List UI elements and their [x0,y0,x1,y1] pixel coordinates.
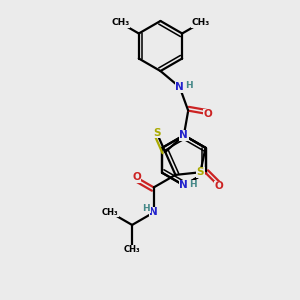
Text: H: H [142,203,150,212]
Text: O: O [204,109,212,119]
Text: CH₃: CH₃ [102,208,119,217]
Text: S: S [153,128,160,138]
Text: CH₃: CH₃ [191,18,210,27]
Text: CH₃: CH₃ [124,245,140,254]
Text: N: N [175,82,184,92]
Text: H: H [190,180,197,189]
Text: N: N [179,130,188,140]
Text: S: S [196,167,204,177]
Text: CH₃: CH₃ [111,18,130,27]
Text: H: H [185,81,192,90]
Text: O: O [214,181,223,191]
Text: O: O [132,172,141,182]
Text: N: N [149,207,158,218]
Text: N: N [179,180,188,190]
